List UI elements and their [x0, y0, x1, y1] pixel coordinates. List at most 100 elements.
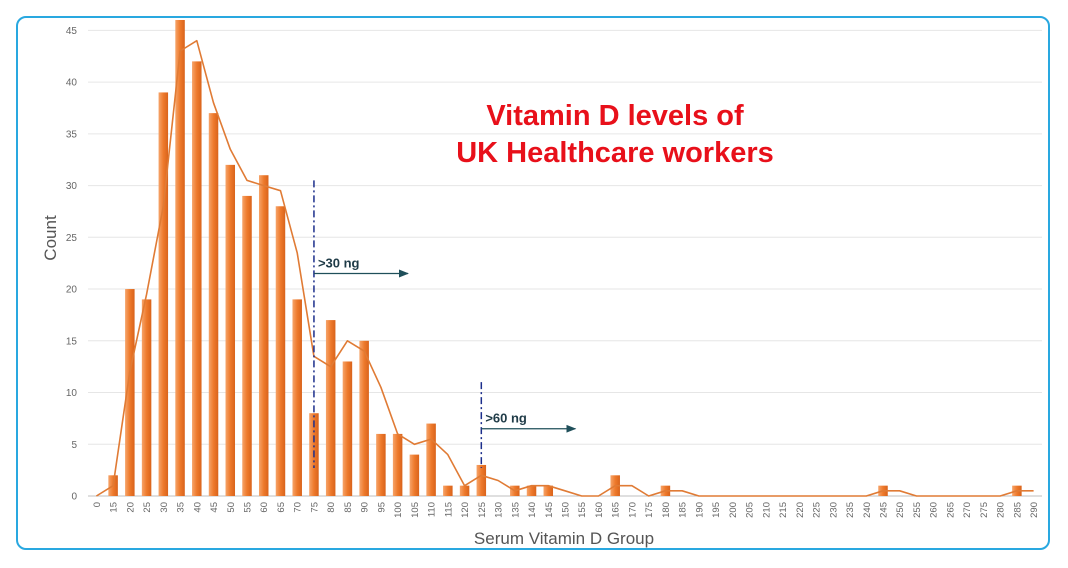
x-tick-label: 0: [92, 502, 103, 507]
y-tick-label: 10: [66, 388, 78, 399]
x-tick-label: 65: [276, 502, 287, 513]
x-tick-label: 160: [594, 502, 605, 518]
x-tick-label: 280: [996, 502, 1007, 518]
trend-line: [95, 39, 1034, 497]
x-tick-label: 155: [577, 502, 588, 518]
x-tick-label: 260: [929, 502, 940, 518]
x-tick-label: 290: [1029, 502, 1040, 518]
x-tick-label: 285: [1012, 502, 1023, 518]
x-tick-label: 105: [410, 502, 421, 518]
bar: [292, 299, 302, 496]
y-tick-label: 0: [71, 492, 77, 503]
bar: [225, 164, 236, 496]
x-tick-label: 25: [142, 502, 153, 513]
bar: [141, 299, 152, 496]
x-tick-label: 120: [460, 502, 471, 518]
x-tick-label: 245: [879, 502, 890, 518]
x-tick-label: 210: [761, 502, 772, 518]
y-tick-label: 40: [66, 78, 78, 89]
x-tick-label: 215: [778, 502, 789, 518]
x-tick-label: 55: [243, 502, 254, 513]
y-axis-label: Count: [41, 215, 60, 261]
x-tick-label: 165: [611, 502, 622, 518]
x-tick-label: 150: [561, 502, 572, 518]
y-tick-label: 25: [66, 233, 78, 244]
x-tick-label: 175: [644, 502, 655, 518]
x-tick-label: 240: [862, 502, 873, 518]
bar: [426, 423, 436, 496]
x-tick-label: 90: [360, 502, 371, 513]
x-tick-label: 15: [109, 502, 120, 513]
x-tick-label: 265: [945, 502, 956, 518]
x-tick-label: 140: [527, 502, 538, 518]
x-tick-label: 275: [979, 502, 990, 518]
x-tick-label: 200: [728, 502, 739, 518]
bar: [125, 289, 135, 496]
x-tick-label: 85: [343, 502, 354, 513]
bar: [359, 340, 369, 496]
x-tick-label: 220: [795, 502, 806, 518]
x-tick-label: 35: [176, 502, 187, 513]
x-tick-label: 110: [427, 502, 438, 517]
bar: [476, 464, 487, 496]
x-tick-label: 230: [828, 502, 839, 518]
chart-frame: [16, 16, 1050, 550]
y-tick-label: 30: [66, 181, 78, 192]
x-tick-label: 225: [812, 502, 823, 518]
x-axis-label: Serum Vitamin D Group: [474, 529, 654, 548]
x-tick-label: 135: [510, 502, 521, 518]
x-tick-label: 125: [477, 502, 488, 518]
bar: [342, 361, 353, 496]
x-tick-label: 80: [326, 502, 337, 513]
y-tick-label: 5: [71, 440, 77, 451]
x-tick-label: 190: [694, 502, 705, 518]
x-tick-label: 130: [494, 502, 505, 518]
bar: [392, 433, 403, 496]
x-tick-label: 100: [393, 502, 404, 518]
bar: [409, 454, 420, 496]
x-tick-label: 180: [661, 502, 672, 518]
x-tick-label: 185: [678, 502, 689, 518]
x-tick-label: 20: [125, 502, 136, 513]
bar: [208, 113, 219, 496]
bar: [443, 485, 453, 496]
y-tick-label: 15: [66, 336, 78, 347]
x-tick-label: 60: [259, 502, 270, 513]
bar: [158, 92, 169, 496]
chart-title: Vitamin D levels of UK Healthcare worker…: [420, 98, 810, 172]
x-tick-label: 270: [962, 502, 973, 518]
bar: [376, 433, 386, 496]
bar: [242, 195, 252, 497]
x-tick-label: 250: [895, 502, 906, 518]
x-tick-label: 50: [226, 502, 237, 513]
x-tick-label: 195: [711, 502, 722, 518]
bar: [459, 485, 470, 496]
chart-title-line-1: Vitamin D levels of: [486, 100, 744, 132]
x-tick-label: 205: [745, 502, 756, 518]
x-tick-label: 145: [544, 502, 555, 518]
x-tick-label: 170: [627, 502, 638, 518]
x-tick-label: 70: [293, 502, 304, 513]
y-tick-label: 20: [66, 285, 78, 296]
bar: [258, 175, 269, 496]
bar: [192, 61, 202, 497]
x-tick-label: 30: [159, 502, 170, 513]
x-tick-label: 95: [376, 502, 387, 513]
y-tick-label: 45: [66, 26, 78, 37]
threshold-label: >30 ng: [318, 256, 360, 271]
bar: [275, 206, 286, 496]
x-tick-label: 115: [443, 502, 454, 517]
bar: [175, 20, 185, 496]
x-tick-label: 45: [209, 502, 220, 513]
x-tick-label: 235: [845, 502, 856, 518]
x-tick-label: 255: [912, 502, 923, 518]
x-tick-label: 75: [309, 502, 320, 513]
bar: [325, 320, 336, 496]
y-tick-label: 35: [66, 129, 78, 140]
chart-title-line-2: UK Healthcare workers: [456, 137, 774, 169]
threshold-label: >60 ng: [485, 411, 527, 426]
bar: [543, 485, 554, 496]
bar: [526, 485, 537, 496]
x-tick-label: 40: [192, 502, 203, 513]
